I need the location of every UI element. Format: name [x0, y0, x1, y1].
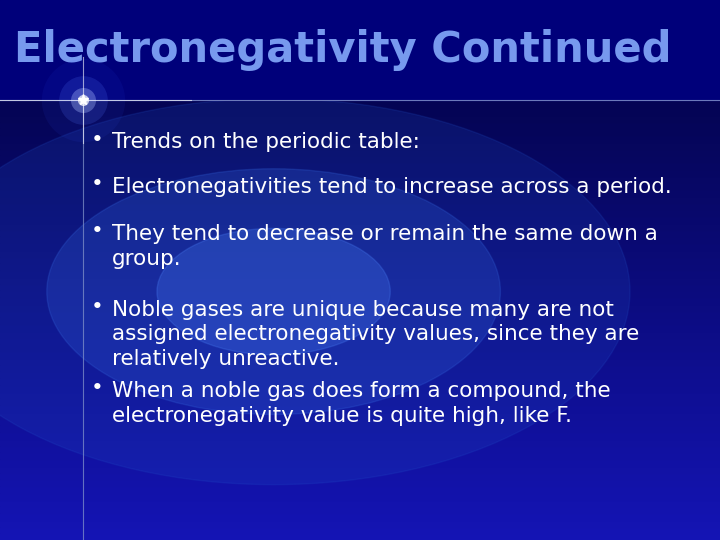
Bar: [0, 74, 720, 81]
Text: They tend to decrease or remain the same down a
group.: They tend to decrease or remain the same…: [112, 224, 657, 269]
Bar: [0, 60, 720, 68]
Bar: [0, 465, 720, 472]
Bar: [0, 372, 720, 378]
Bar: [0, 195, 720, 202]
Bar: [0, 276, 720, 284]
Bar: [0, 54, 720, 60]
Bar: [0, 249, 720, 256]
Bar: [0, 243, 720, 249]
Bar: [0, 418, 720, 426]
Bar: [0, 426, 720, 432]
Bar: [0, 237, 720, 243]
Bar: [0, 486, 720, 492]
Bar: [0, 364, 720, 372]
Bar: [0, 168, 720, 176]
Bar: [0, 162, 720, 168]
Bar: [0, 122, 720, 128]
Bar: [0, 405, 720, 411]
Bar: [0, 270, 720, 276]
Bar: [0, 183, 720, 189]
Bar: [0, 330, 720, 338]
Bar: [0, 87, 720, 94]
Text: Electronegativity Continued: Electronegativity Continued: [14, 29, 672, 71]
Bar: [0, 480, 720, 486]
Text: •: •: [91, 297, 104, 317]
Bar: [0, 0, 720, 100]
Bar: [0, 102, 720, 108]
Bar: [0, 384, 720, 391]
Bar: [0, 357, 720, 364]
Bar: [0, 338, 720, 345]
Text: When a noble gas does form a compound, the
electronegativity value is quite high: When a noble gas does form a compound, t…: [112, 381, 611, 426]
Bar: [0, 115, 720, 122]
Bar: [0, 513, 720, 519]
Bar: [0, 40, 720, 47]
Bar: [0, 526, 720, 534]
Bar: [0, 438, 720, 445]
Bar: [0, 500, 720, 507]
Text: Trends on the periodic table:: Trends on the periodic table:: [112, 132, 420, 152]
Bar: [0, 47, 720, 54]
Text: Noble gases are unique because many are not
assigned electronegativity values, s: Noble gases are unique because many are …: [112, 300, 639, 369]
Bar: [0, 324, 720, 330]
Bar: [0, 317, 720, 324]
Text: Electronegativities tend to increase across a period.: Electronegativities tend to increase acr…: [112, 177, 671, 197]
Bar: [0, 411, 720, 418]
Bar: [0, 284, 720, 291]
Bar: [0, 81, 720, 87]
Bar: [0, 156, 720, 162]
Bar: [0, 256, 720, 263]
Bar: [0, 378, 720, 384]
Bar: [0, 216, 720, 222]
Bar: [0, 141, 720, 149]
Bar: [0, 453, 720, 459]
Bar: [0, 222, 720, 230]
Bar: [0, 345, 720, 351]
Text: •: •: [91, 174, 104, 194]
Bar: [0, 303, 720, 310]
Bar: [0, 519, 720, 526]
Bar: [0, 432, 720, 438]
Bar: [0, 297, 720, 303]
Text: •: •: [91, 378, 104, 398]
Bar: [0, 310, 720, 317]
Bar: [0, 6, 720, 14]
Text: •: •: [91, 221, 104, 241]
Bar: [0, 507, 720, 513]
Bar: [0, 148, 720, 156]
Bar: [0, 392, 720, 399]
Ellipse shape: [157, 228, 390, 355]
Bar: [0, 291, 720, 297]
Bar: [0, 202, 720, 209]
Bar: [0, 135, 720, 141]
Bar: [0, 351, 720, 357]
Bar: [0, 20, 720, 27]
Bar: [0, 399, 720, 405]
Bar: [0, 108, 720, 115]
Bar: [0, 189, 720, 195]
Bar: [0, 68, 720, 74]
Bar: [0, 459, 720, 465]
Ellipse shape: [47, 168, 500, 415]
Bar: [0, 14, 720, 20]
Bar: [0, 472, 720, 480]
Bar: [0, 176, 720, 183]
Bar: [0, 446, 720, 453]
Bar: [0, 263, 720, 270]
Text: •: •: [91, 130, 104, 150]
Bar: [0, 534, 720, 540]
Bar: [0, 492, 720, 500]
Bar: [0, 209, 720, 216]
Bar: [0, 0, 720, 6]
Bar: [0, 128, 720, 135]
Bar: [0, 94, 720, 102]
Bar: [0, 27, 720, 33]
Bar: [0, 230, 720, 237]
Ellipse shape: [0, 98, 630, 485]
Bar: [0, 33, 720, 40]
